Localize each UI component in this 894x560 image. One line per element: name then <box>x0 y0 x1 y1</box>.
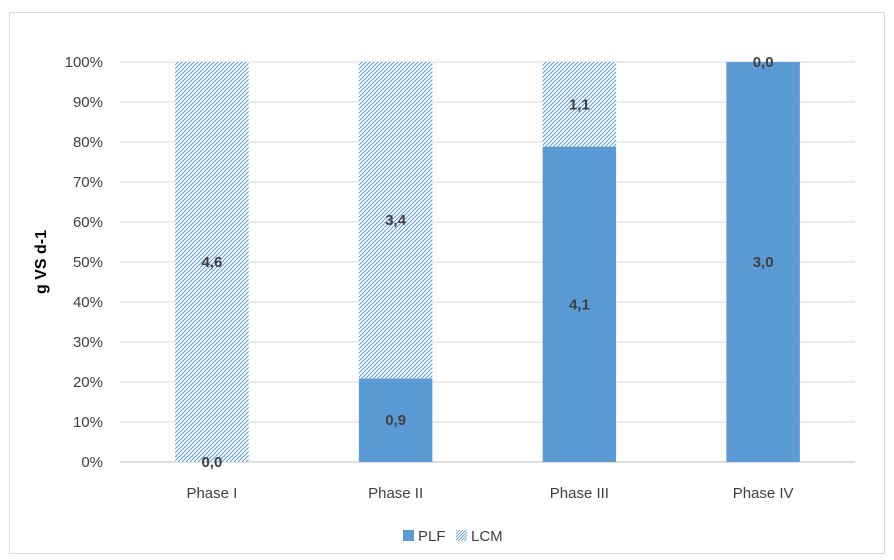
data-label: 4,1 <box>569 296 590 313</box>
bar-lcm <box>358 62 433 379</box>
y-tick-label: 70% <box>73 174 103 191</box>
y-tick-label: 60% <box>73 214 103 231</box>
y-tick-label: 100% <box>65 54 103 71</box>
x-axis: Phase I Phase II Phase III Phase IV <box>186 485 793 502</box>
y-axis-title: g VS d-1 <box>33 230 50 294</box>
legend-label-lcm: LCM <box>471 528 503 545</box>
bar-lcm <box>175 62 249 462</box>
data-label: 3,0 <box>753 254 774 271</box>
data-label: 0,9 <box>385 412 406 429</box>
bar-plf <box>358 378 433 462</box>
data-label: 3,4 <box>385 212 407 229</box>
bar-plf <box>726 62 800 462</box>
x-tick-label: Phase I <box>186 485 237 502</box>
y-tick-label: 30% <box>73 334 103 351</box>
data-labels: 0,0 4,6 0,9 3,4 4,1 1,1 3,0 0,0 <box>201 54 773 471</box>
legend-label-plf: PLF <box>418 528 446 545</box>
y-tick-label: 0% <box>81 454 103 471</box>
data-label: 4,6 <box>201 254 222 271</box>
y-axis: 0% 10% 20% 30% 40% 50% 60% 70% 80% 90% 100% <box>65 54 103 471</box>
y-tick-label: 50% <box>73 254 103 271</box>
legend: PLF LCM <box>403 528 503 545</box>
y-tick-label: 40% <box>73 294 103 311</box>
x-tick-label: Phase II <box>368 485 423 502</box>
data-label: 1,1 <box>569 96 590 113</box>
y-tick-label: 10% <box>73 414 103 431</box>
y-tick-label: 20% <box>73 374 103 391</box>
bar-lcm <box>542 62 617 147</box>
data-label: 0,0 <box>201 454 222 471</box>
x-tick-label: Phase III <box>550 485 609 502</box>
y-tick-label: 80% <box>73 134 103 151</box>
legend-swatch-lcm <box>456 530 467 541</box>
data-label: 0,0 <box>753 54 774 71</box>
x-tick-label: Phase IV <box>733 485 794 502</box>
legend-swatch-plf <box>403 530 414 541</box>
bar-plf <box>542 146 617 462</box>
bars <box>175 62 800 462</box>
y-tick-label: 90% <box>73 94 103 111</box>
